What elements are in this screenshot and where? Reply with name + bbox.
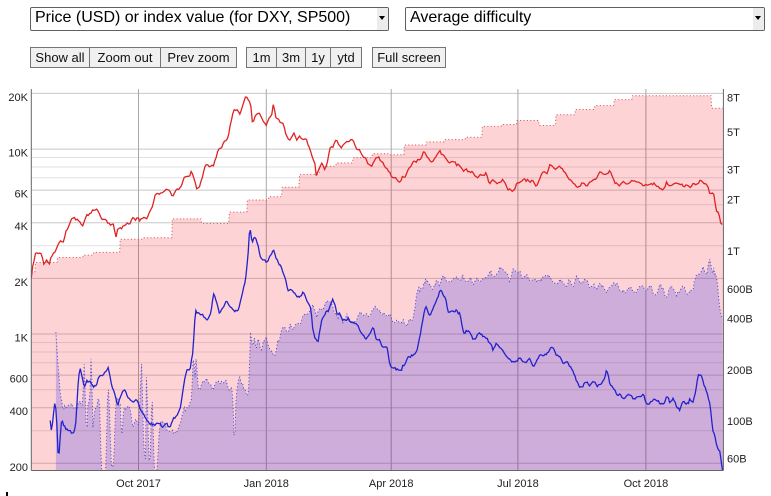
svg-text:2T: 2T	[727, 195, 740, 207]
svg-text:10K: 10K	[8, 148, 28, 160]
svg-text:200: 200	[10, 462, 28, 474]
svg-text:100B: 100B	[727, 416, 753, 428]
svg-text:1T: 1T	[727, 246, 740, 258]
svg-text:Jul 2018: Jul 2018	[497, 478, 539, 490]
svg-text:600B: 600B	[727, 284, 753, 296]
svg-text:Oct 2017: Oct 2017	[116, 478, 161, 490]
svg-text:200B: 200B	[727, 365, 753, 377]
svg-text:4K: 4K	[15, 221, 29, 233]
svg-text:1K: 1K	[15, 333, 29, 345]
svg-text:Apr 2018: Apr 2018	[369, 478, 414, 490]
svg-text:600: 600	[10, 374, 28, 386]
svg-text:6K: 6K	[15, 189, 29, 201]
svg-text:60B: 60B	[727, 454, 747, 466]
svg-text:5T: 5T	[727, 127, 740, 139]
svg-text:3T: 3T	[727, 165, 740, 177]
svg-text:Oct 2018: Oct 2018	[624, 478, 669, 490]
svg-text:20K: 20K	[8, 92, 28, 104]
svg-text:2K: 2K	[15, 277, 29, 289]
svg-text:400B: 400B	[727, 314, 753, 326]
svg-text:8T: 8T	[727, 92, 740, 104]
svg-text:400: 400	[10, 406, 28, 418]
svg-text:Jan 2018: Jan 2018	[244, 478, 289, 490]
